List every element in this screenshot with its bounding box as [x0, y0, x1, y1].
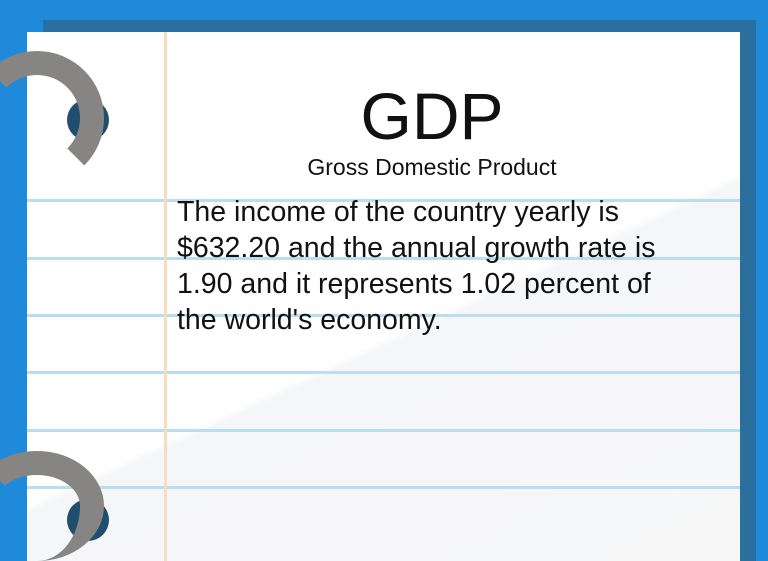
page-title: GDP — [360, 79, 504, 153]
rule-line — [27, 371, 740, 374]
notebook-page — [27, 32, 740, 561]
page-subtitle: Gross Domestic Product — [307, 154, 557, 180]
rule-line — [27, 199, 740, 202]
body-text: The income of the country yearly is $632… — [177, 196, 656, 336]
rule-line — [27, 257, 740, 260]
rule-line — [27, 486, 740, 489]
rule-line — [27, 429, 740, 432]
rule-line — [27, 314, 740, 317]
margin-line — [164, 32, 167, 561]
